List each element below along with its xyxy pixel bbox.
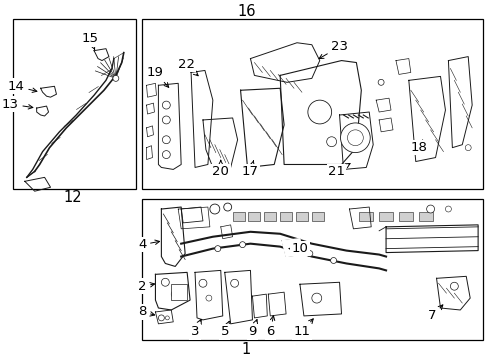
Bar [13,19,135,189]
Bar [142,199,482,340]
Polygon shape [158,83,181,170]
Polygon shape [203,118,237,170]
Text: 1: 1 [242,342,251,357]
Polygon shape [250,43,319,82]
Circle shape [306,251,312,257]
Circle shape [162,150,170,158]
Circle shape [113,75,119,81]
Circle shape [209,204,219,214]
Polygon shape [436,276,469,310]
Text: 17: 17 [242,161,259,178]
Text: 2: 2 [138,280,154,293]
Bar [248,212,260,221]
Circle shape [162,116,170,124]
Polygon shape [447,57,471,148]
Polygon shape [339,112,372,170]
Circle shape [161,278,169,286]
Circle shape [162,101,170,109]
Bar [232,212,244,221]
Text: 6: 6 [265,316,274,338]
Bar [295,212,307,221]
Polygon shape [224,270,252,324]
Polygon shape [408,76,445,162]
Text: 15: 15 [81,32,99,49]
Text: 19: 19 [147,66,168,87]
Polygon shape [37,106,48,116]
Text: 4: 4 [138,238,159,251]
Text: 16: 16 [237,4,255,19]
Circle shape [426,205,434,213]
Text: 3: 3 [190,319,201,338]
Polygon shape [240,88,284,167]
Text: 11: 11 [293,319,313,338]
Bar [311,212,323,221]
Text: 12: 12 [63,190,81,204]
Polygon shape [161,207,185,266]
Polygon shape [155,273,190,310]
Bar [264,212,276,221]
Polygon shape [282,239,301,257]
Bar [280,212,291,221]
Circle shape [311,293,321,303]
Polygon shape [280,60,361,165]
Circle shape [214,246,220,252]
Polygon shape [94,49,109,60]
Circle shape [330,257,336,264]
Circle shape [340,123,369,153]
Circle shape [230,279,238,287]
Circle shape [158,315,164,321]
Circle shape [445,206,450,212]
Polygon shape [191,71,212,167]
Bar [418,212,432,221]
Circle shape [326,137,336,147]
Circle shape [449,282,457,290]
Circle shape [199,279,206,287]
Bar [142,19,482,189]
Polygon shape [181,207,203,223]
Text: 23: 23 [319,40,347,59]
Circle shape [205,295,211,301]
Circle shape [239,242,245,248]
Bar [171,284,187,300]
Polygon shape [268,292,285,316]
Polygon shape [299,282,341,316]
Circle shape [165,316,169,320]
Bar [359,212,372,221]
Text: 14: 14 [8,80,37,93]
Circle shape [347,130,363,146]
Circle shape [377,79,383,85]
Bar [398,212,412,221]
Text: 13: 13 [2,98,33,111]
Text: 10: 10 [288,242,308,255]
Text: 7: 7 [427,305,442,323]
Polygon shape [41,86,56,97]
Bar [378,212,392,221]
Circle shape [171,290,179,298]
Polygon shape [195,270,223,320]
Text: 18: 18 [409,140,427,154]
Text: 21: 21 [327,163,349,178]
Circle shape [464,145,470,150]
Text: 9: 9 [248,320,257,338]
Circle shape [162,136,170,144]
Polygon shape [252,294,267,318]
Text: 22: 22 [177,58,198,76]
Text: 20: 20 [212,161,229,178]
Circle shape [224,203,231,211]
Text: 5: 5 [220,321,229,338]
Text: 8: 8 [138,306,154,319]
Circle shape [307,100,331,124]
